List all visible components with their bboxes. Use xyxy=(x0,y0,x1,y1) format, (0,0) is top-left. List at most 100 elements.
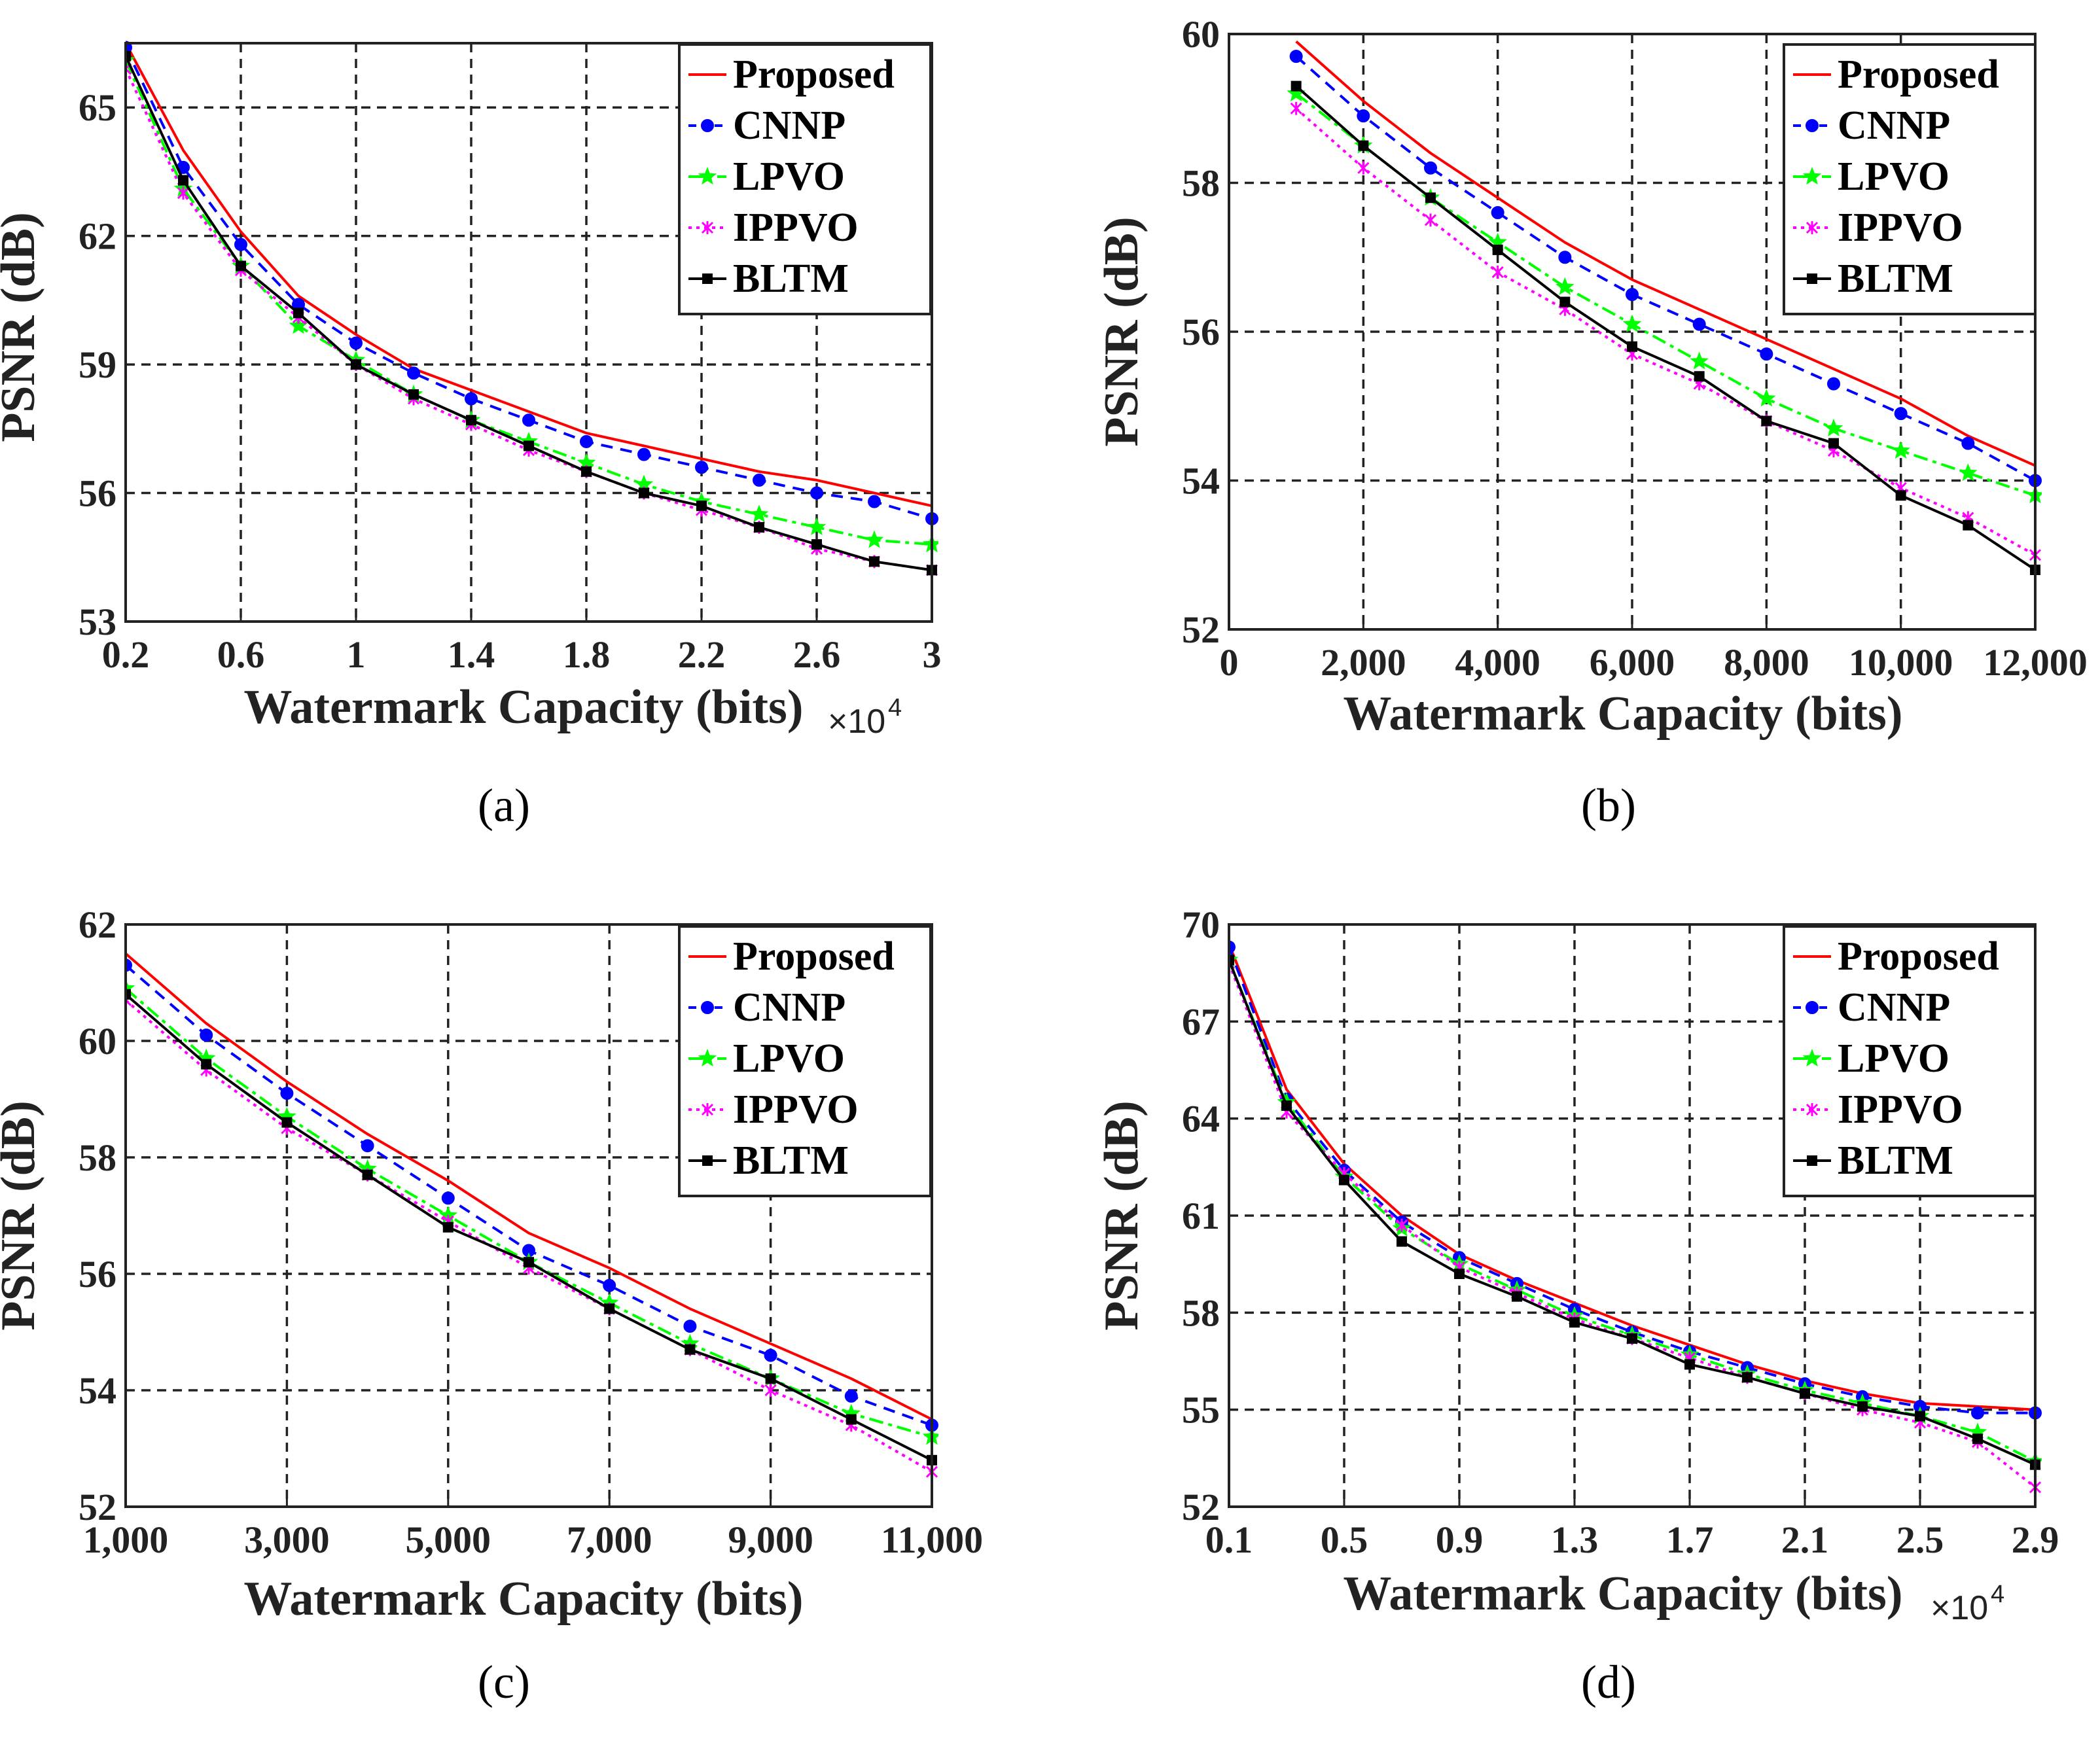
data-point xyxy=(236,260,246,272)
data-point xyxy=(764,1384,777,1397)
data-point xyxy=(1556,277,1575,295)
data-point xyxy=(603,1278,616,1292)
data-point xyxy=(1491,206,1504,219)
y-tick-label: 58 xyxy=(1182,1291,1220,1334)
data-point xyxy=(807,517,827,536)
data-point xyxy=(577,453,596,471)
data-point xyxy=(683,1320,697,1333)
data-point xyxy=(701,221,714,234)
data-point xyxy=(1289,50,1303,63)
data-point xyxy=(698,167,717,185)
data-point xyxy=(1454,1269,1465,1279)
legend-label-bltm: BLTM xyxy=(733,1138,849,1183)
x-tick-label: 3,000 xyxy=(244,1519,330,1561)
y-axis-label: PSNR (dB) xyxy=(1095,217,1148,447)
x-tick-label: 2.5 xyxy=(1896,1519,1944,1561)
data-point xyxy=(754,521,764,533)
x-axis-multiplier-exponent: 4 xyxy=(1991,1581,2004,1608)
legend-label-ippvo: IPPVO xyxy=(1838,1087,1963,1132)
series-line-cnnp xyxy=(1295,55,2036,482)
x-axis-label: Watermark Capacity (bits) xyxy=(1344,687,1903,741)
legend-label-lpvo: LPVO xyxy=(1838,154,1949,199)
data-point xyxy=(1891,441,1910,459)
panel-caption: (c) xyxy=(478,1656,530,1708)
data-point xyxy=(1357,161,1370,175)
data-point xyxy=(581,466,592,477)
data-point xyxy=(438,1206,458,1224)
y-tick-label: 61 xyxy=(1182,1195,1220,1237)
chart-panel-b: 0 2,000 4,000 6,000 8,000 10,000 12,000 52 54 56 5… xyxy=(1095,13,2088,832)
data-point xyxy=(1339,1174,1349,1186)
data-point xyxy=(201,1059,212,1070)
data-point xyxy=(765,1373,776,1384)
data-point xyxy=(126,50,131,61)
plot-frame xyxy=(1228,923,2037,1508)
chart-panel-d: 0.1 0.5 0.9 1.3 1.7 2.1 2.5 2.9 52 55 58 61 64 67 70 Pr… xyxy=(1095,904,2059,1708)
data-point xyxy=(702,1155,713,1166)
plot-frame xyxy=(124,923,933,1508)
data-point xyxy=(126,958,132,972)
legend-box xyxy=(1783,43,2037,315)
data-point xyxy=(1488,232,1507,251)
x-tick-label: 0.2 xyxy=(102,633,150,676)
data-point xyxy=(1425,192,1436,203)
data-point xyxy=(234,237,247,251)
data-point xyxy=(1229,955,1234,966)
data-point xyxy=(868,495,881,508)
data-point xyxy=(1684,1359,1695,1370)
x-tick-label: 10,000 xyxy=(1849,641,1953,684)
data-point xyxy=(277,1106,296,1125)
series-group xyxy=(1287,40,2042,575)
y-tick-label: 56 xyxy=(1182,311,1220,353)
legend-label-bltm: BLTM xyxy=(733,256,849,301)
data-point xyxy=(1806,1001,1819,1014)
data-point xyxy=(864,530,884,548)
x-tick-label: 1.8 xyxy=(563,633,611,676)
data-point xyxy=(442,1221,454,1233)
y-tick-label: 58 xyxy=(1182,162,1220,205)
data-point xyxy=(1558,251,1572,264)
series-line-cnnp xyxy=(1229,946,2035,1414)
data-point xyxy=(1806,221,1819,234)
x-axis-label: Watermark Capacity (bits) xyxy=(1344,1567,1903,1621)
y-tick-label: 55 xyxy=(1182,1389,1220,1432)
data-point xyxy=(681,1333,700,1352)
data-point xyxy=(524,1257,534,1268)
data-point xyxy=(695,461,708,474)
series-group xyxy=(126,41,938,577)
data-point xyxy=(1761,415,1772,427)
data-point xyxy=(1627,341,1637,352)
data-point xyxy=(177,186,190,200)
y-axis-label: PSNR (dB) xyxy=(1095,1100,1148,1331)
series-line-ippvo xyxy=(1229,962,2037,1488)
data-point xyxy=(1742,1372,1753,1383)
x-tick-label: 0.1 xyxy=(1205,1519,1253,1561)
data-point xyxy=(1800,1388,1810,1399)
data-point xyxy=(407,366,420,380)
data-point xyxy=(1357,109,1370,123)
x-tick-label: 1.7 xyxy=(1666,1519,1714,1561)
data-point xyxy=(1492,244,1503,255)
y-tick-label: 62 xyxy=(79,904,116,946)
data-point xyxy=(1894,407,1908,421)
data-point xyxy=(1569,1317,1580,1328)
data-point xyxy=(701,1001,714,1014)
panel-caption: (d) xyxy=(1581,1656,1636,1708)
data-point xyxy=(637,448,650,461)
data-point xyxy=(362,1169,373,1180)
data-point xyxy=(1895,490,1906,501)
data-point xyxy=(1971,1406,1984,1420)
legend-label-bltm: BLTM xyxy=(1838,256,1953,301)
data-point xyxy=(196,1048,216,1066)
series-line-proposed xyxy=(126,952,933,1421)
panel-caption: (b) xyxy=(1581,779,1636,832)
x-axis-label: Watermark Capacity (bits) xyxy=(244,1572,804,1626)
legend-label-proposed: Proposed xyxy=(1838,934,1999,979)
x-tick-label: 2,000 xyxy=(1321,641,1406,684)
x-tick-label: 4,000 xyxy=(1455,641,1540,684)
data-point xyxy=(1622,314,1642,332)
legend-label-ippvo: IPPVO xyxy=(1838,205,1963,250)
data-point xyxy=(1424,213,1437,227)
data-point xyxy=(696,501,707,512)
